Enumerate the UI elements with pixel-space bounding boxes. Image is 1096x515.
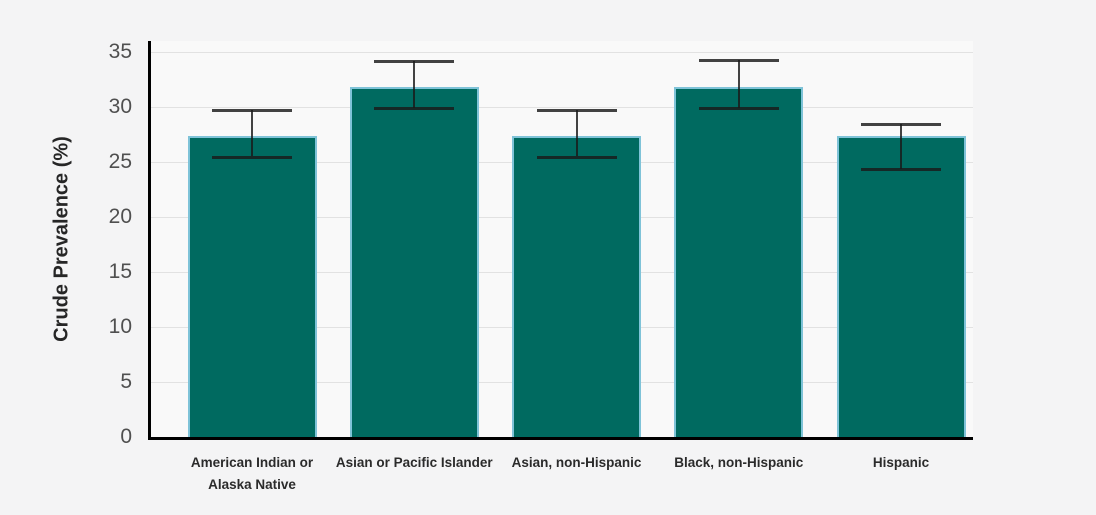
y-tick-label: 30: [108, 95, 132, 118]
error-bar-cap-low-american-indian-or-alaska-native: [212, 155, 292, 159]
x-label-american-indian-or-alaska-native: American Indian or Alaska Native: [190, 455, 314, 492]
error-bar-cap-high-black-non-hispanic: [698, 58, 779, 62]
bar-american-indian-or-alaska-native[interactable]: [187, 135, 317, 439]
x-label-asian-or-pacific-islander: Asian or Pacific Islander: [335, 455, 493, 470]
y-tick-label: 15: [108, 260, 132, 283]
error-bar-stem-asian-non-hispanic: [575, 110, 578, 157]
error-bar-stem-asian-or-pacific-islander: [413, 60, 416, 109]
y-tick-label: 5: [120, 370, 132, 393]
error-bar-cap-low-hispanic: [861, 167, 941, 171]
error-bar-cap-high-hispanic: [861, 122, 941, 126]
error-bar-cap-low-asian-non-hispanic: [536, 155, 617, 159]
y-tick-label: 25: [108, 150, 132, 173]
error-bar-cap-low-black-non-hispanic: [698, 107, 779, 111]
error-bar-cap-high-american-indian-or-alaska-native: [212, 109, 292, 113]
error-bar-stem-black-non-hispanic: [737, 59, 740, 109]
gridline: [148, 106, 973, 108]
y-tick-label: 0: [120, 425, 132, 448]
error-bar-cap-low-asian-or-pacific-islander: [374, 107, 455, 111]
bar-black-non-hispanic[interactable]: [674, 87, 804, 439]
error-bar-stem-hispanic: [900, 123, 902, 169]
error-bar-stem-american-indian-or-alaska-native: [251, 110, 253, 157]
y-tick-label: 10: [108, 315, 132, 338]
x-label-hispanic: Hispanic: [872, 455, 930, 470]
y-tick-label: 20: [108, 205, 132, 228]
y-axis-line: [148, 41, 151, 440]
x-label-black-non-hispanic: Black, non-Hispanic: [674, 455, 804, 470]
bar-asian-or-pacific-islander[interactable]: [349, 87, 479, 439]
x-axis-line: [148, 437, 973, 440]
x-label-asian-non-hispanic: Asian, non-Hispanic: [511, 455, 642, 470]
bar-asian-non-hispanic[interactable]: [512, 135, 641, 439]
error-bar-cap-high-asian-non-hispanic: [536, 109, 617, 113]
bar-hispanic[interactable]: [836, 135, 966, 439]
error-bar-cap-high-asian-or-pacific-islander: [374, 59, 455, 63]
gridline: [148, 51, 973, 53]
y-tick-label: 35: [108, 40, 132, 63]
